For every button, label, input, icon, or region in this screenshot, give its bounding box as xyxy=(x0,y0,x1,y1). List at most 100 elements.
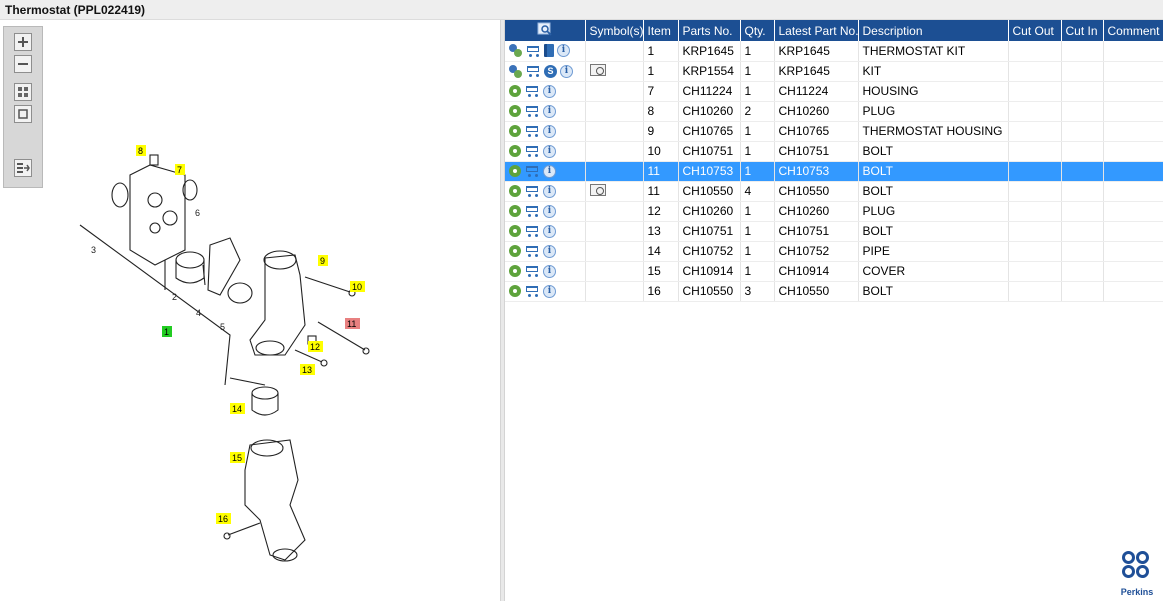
table-row[interactable]: i 9 CH10765 1 CH10765 THERMOSTAT HOUSING xyxy=(505,121,1163,142)
info-icon[interactable]: i xyxy=(543,144,556,158)
callout-16[interactable]: 16 xyxy=(218,514,228,524)
cart-icon[interactable] xyxy=(524,145,540,157)
part-cog-icon[interactable] xyxy=(509,285,521,297)
row-description: PLUG xyxy=(858,201,1009,222)
pane-splitter[interactable] xyxy=(500,20,505,601)
column-header-cut-in[interactable]: Cut In xyxy=(1061,20,1104,41)
table-row[interactable]: i 8 CH10260 2 CH10260 PLUG xyxy=(505,101,1163,122)
column-header-description[interactable]: Description xyxy=(858,20,1009,41)
part-cog-icon[interactable] xyxy=(509,85,521,97)
callout-7[interactable]: 7 xyxy=(177,165,182,175)
table-row[interactable]: i 1 KRP1645 1 KRP1645 THERMOSTAT KIT xyxy=(505,41,1163,62)
info-icon[interactable]: i xyxy=(543,244,556,258)
table-row[interactable]: i 10 CH10751 1 CH10751 BOLT xyxy=(505,141,1163,162)
cart-icon[interactable] xyxy=(524,285,540,297)
part-cog-icon[interactable] xyxy=(509,185,521,197)
callout-13[interactable]: 13 xyxy=(302,365,312,375)
row-latest-part-no: CH10550 xyxy=(774,181,859,202)
info-icon[interactable]: i xyxy=(560,64,573,78)
book-icon[interactable] xyxy=(544,44,554,58)
table-row[interactable]: i 13 CH10751 1 CH10751 BOLT xyxy=(505,221,1163,242)
row-description: BOLT xyxy=(858,221,1009,242)
row-description: BOLT xyxy=(858,281,1009,302)
column-header-item[interactable]: Item xyxy=(643,20,679,41)
cart-icon[interactable] xyxy=(524,185,540,197)
part-cog-icon[interactable] xyxy=(509,125,521,137)
column-header-symbols[interactable]: Symbol(s) xyxy=(585,20,644,41)
row-item: 12 xyxy=(643,201,679,222)
cart-icon[interactable] xyxy=(524,85,540,97)
kit-cogs-icon[interactable] xyxy=(509,64,522,78)
callout-1[interactable]: 1 xyxy=(164,327,169,337)
part-cog-icon[interactable] xyxy=(509,165,521,177)
info-icon[interactable]: i xyxy=(543,84,556,98)
zoom-out-icon[interactable] xyxy=(14,55,32,73)
info-icon[interactable]: i xyxy=(557,44,570,58)
kit-cogs-icon[interactable] xyxy=(509,44,522,58)
symbol-icon[interactable] xyxy=(589,183,606,196)
symbol-icon[interactable] xyxy=(589,63,606,76)
part-cog-icon[interactable] xyxy=(509,145,521,157)
cart-icon[interactable] xyxy=(524,105,540,117)
part-cog-icon[interactable] xyxy=(509,105,521,117)
part-cog-icon[interactable] xyxy=(509,265,521,277)
column-header-comment[interactable]: Comment xyxy=(1103,20,1163,41)
table-row[interactable]: i 14 CH10752 1 CH10752 PIPE xyxy=(505,241,1163,262)
row-symbol xyxy=(585,61,644,82)
cart-icon[interactable] xyxy=(524,125,540,137)
callout-15[interactable]: 15 xyxy=(232,453,242,463)
column-header-latest-part-no[interactable]: Latest Part No. xyxy=(774,20,859,41)
table-row[interactable]: i 15 CH10914 1 CH10914 COVER xyxy=(505,261,1163,282)
row-item: 7 xyxy=(643,81,679,102)
table-row[interactable]: i 12 CH10260 1 CH10260 PLUG xyxy=(505,201,1163,222)
exploded-parts-diagram[interactable]: 3 2 4 5 6 8 7 9 10 11 12 13 1 14 15 16 xyxy=(60,110,390,580)
diagram-toolbox xyxy=(3,26,43,188)
export-list-icon[interactable] xyxy=(14,159,32,177)
fit-page-icon[interactable] xyxy=(14,105,32,123)
part-cog-icon[interactable] xyxy=(509,205,521,217)
cart-icon[interactable] xyxy=(525,45,541,57)
table-row[interactable]: i 11 CH10753 1 CH10753 BOLT xyxy=(505,161,1163,182)
info-icon[interactable]: i xyxy=(543,184,556,198)
info-icon[interactable]: i xyxy=(543,104,556,118)
column-header-cut-out[interactable]: Cut Out xyxy=(1008,20,1062,41)
callout-9[interactable]: 9 xyxy=(320,256,325,266)
part-cog-icon[interactable] xyxy=(509,225,521,237)
s-badge-icon[interactable]: S xyxy=(544,64,557,78)
cart-icon[interactable] xyxy=(525,65,541,77)
row-description: COVER xyxy=(858,261,1009,282)
row-symbol xyxy=(585,41,644,62)
row-part-no: CH10751 xyxy=(678,221,741,242)
column-header-parts-no[interactable]: Parts No. xyxy=(678,20,741,41)
callout-14[interactable]: 14 xyxy=(232,404,242,414)
cart-icon[interactable] xyxy=(524,205,540,217)
cart-icon[interactable] xyxy=(524,265,540,277)
table-row[interactable]: i 11 CH10550 4 CH10550 BOLT xyxy=(505,181,1163,202)
table-row[interactable]: i 16 CH10550 3 CH10550 BOLT xyxy=(505,281,1163,302)
callout-10[interactable]: 10 xyxy=(352,282,362,292)
info-icon[interactable]: i xyxy=(543,204,556,218)
row-part-no: CH10765 xyxy=(678,121,741,142)
info-icon[interactable]: i xyxy=(543,224,556,238)
callout-12[interactable]: 12 xyxy=(310,342,320,352)
cart-icon[interactable] xyxy=(524,165,540,177)
info-icon[interactable]: i xyxy=(543,284,556,298)
zoom-in-icon[interactable] xyxy=(14,33,32,51)
cart-icon[interactable] xyxy=(524,245,540,257)
info-icon[interactable]: i xyxy=(543,164,556,178)
row-part-no: KRP1645 xyxy=(678,41,741,62)
info-icon[interactable]: i xyxy=(543,264,556,278)
part-cog-icon[interactable] xyxy=(509,245,521,257)
info-icon[interactable]: i xyxy=(543,124,556,138)
row-actions: i xyxy=(505,81,586,102)
column-header-actions[interactable] xyxy=(505,20,586,41)
diagram-pane[interactable]: 3 2 4 5 6 8 7 9 10 11 12 13 1 14 15 16 xyxy=(0,20,500,601)
table-row[interactable]: i 7 CH11224 1 CH11224 HOUSING xyxy=(505,81,1163,102)
fit-grid-icon[interactable] xyxy=(14,83,32,101)
column-header-qty[interactable]: Qty. xyxy=(740,20,775,41)
row-part-no: CH10260 xyxy=(678,201,741,222)
cart-icon[interactable] xyxy=(524,225,540,237)
callout-8[interactable]: 8 xyxy=(138,146,143,156)
callout-11[interactable]: 11 xyxy=(347,319,356,329)
